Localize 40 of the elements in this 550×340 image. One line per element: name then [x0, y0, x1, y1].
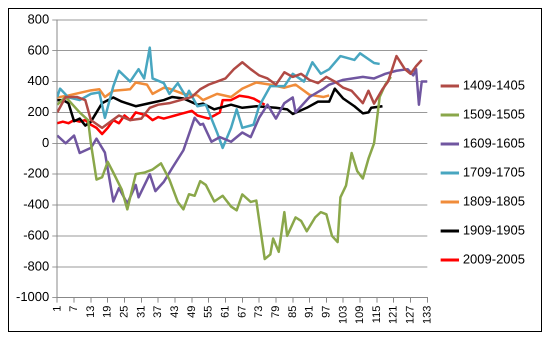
y-tick-label: 400: [28, 73, 50, 88]
x-tick-label: 61: [220, 306, 232, 318]
legend-label: 1509-1505: [462, 106, 526, 122]
x-tick-label: 97: [320, 306, 332, 318]
x-tick-label: 55: [202, 306, 215, 318]
x-tick-label: 73: [253, 306, 266, 318]
legend-label: 2009-2005: [462, 252, 526, 267]
y-tick-label: -800: [23, 258, 50, 274]
x-tick-label: 19: [102, 306, 114, 318]
legend-label: 1609-1605: [462, 136, 526, 151]
legend-label: 1709-1705: [462, 164, 526, 180]
x-tick-label: 85: [286, 306, 299, 318]
x-tick-label: 67: [236, 306, 248, 318]
y-tick-label: 800: [28, 11, 50, 26]
x-tick-label: 31: [135, 306, 148, 318]
x-tick-label: 109: [354, 306, 366, 324]
x-tick-label: 103: [337, 306, 350, 324]
x-tick-label: 91: [304, 306, 316, 318]
y-tick-label: -1000: [16, 289, 50, 304]
legend-label: 1809-1805: [462, 194, 526, 209]
y-tick-label: 200: [28, 104, 50, 119]
x-tick-label: 115: [370, 306, 383, 324]
x-tick-label: 79: [270, 306, 282, 318]
legend-label: 1409-1405: [462, 78, 526, 93]
x-tick-label: 49: [186, 306, 198, 318]
y-tick-label: 600: [28, 42, 50, 58]
y-tick-label: -400: [23, 196, 50, 212]
y-tick-label: -600: [23, 227, 50, 242]
x-tick-label: 133: [421, 306, 434, 324]
x-tick-label: 43: [169, 306, 182, 318]
x-tick-label: 127: [404, 306, 417, 324]
x-tick-label: 121: [388, 306, 400, 324]
y-tick-label: 0: [42, 134, 50, 150]
x-tick-label: 1: [51, 306, 64, 312]
x-tick-label: 7: [68, 306, 80, 312]
legend-label: 1909-1905: [462, 222, 526, 238]
x-tick-label: 25: [118, 306, 131, 318]
x-tick-label: 37: [152, 306, 164, 318]
y-tick-label: -200: [23, 166, 50, 181]
x-tick-label: 13: [84, 306, 97, 318]
